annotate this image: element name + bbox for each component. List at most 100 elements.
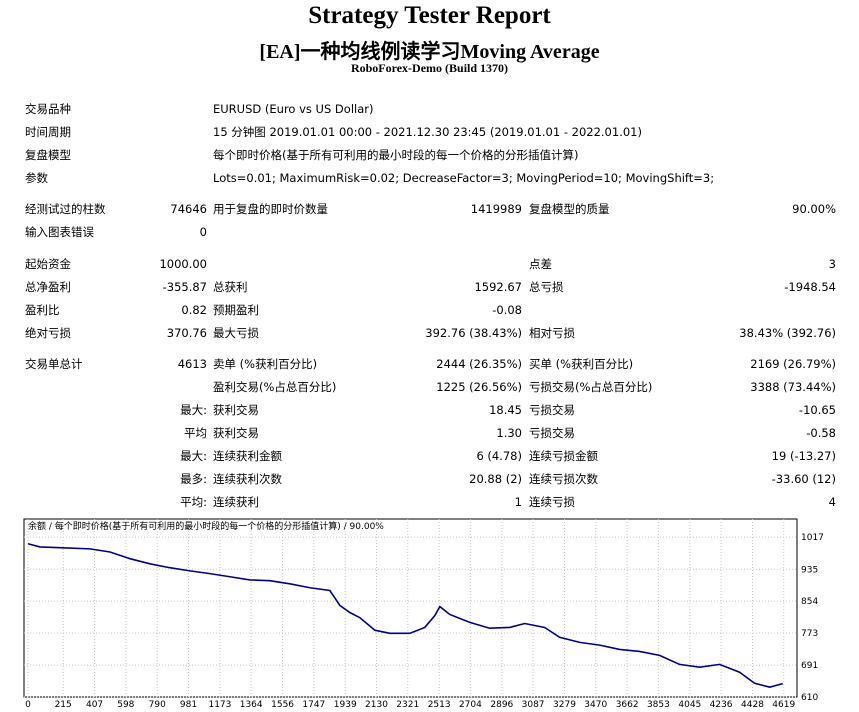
stat-label: 预期盈利 [213, 303, 259, 317]
stat-value: -1948.54 [784, 280, 836, 294]
stat-label: 连续亏损 [529, 495, 575, 509]
stat-label: 获利交易 [213, 403, 259, 417]
x-tick-label: 1364 [240, 700, 263, 710]
stat-value: 1419989 [470, 202, 522, 216]
x-tick-label: 3662 [616, 700, 639, 710]
stat-label: 买单 (%获利百分比) [529, 357, 634, 371]
stat-label: 盈利交易(%占总百分比) [213, 380, 337, 394]
stat-label: 起始资金 [25, 257, 71, 271]
setting-label: 复盘模型 [25, 148, 71, 162]
x-tick-label: 1747 [302, 700, 325, 710]
stat-label: 连续亏损金额 [529, 449, 598, 463]
stat-label: 盈利比 [25, 303, 60, 317]
x-tick-label: 215 [55, 700, 72, 710]
x-tick-label: 3087 [522, 700, 545, 710]
stat-label: 连续亏损次数 [529, 472, 598, 486]
stat-value: 19 (-13.27) [771, 449, 836, 463]
x-tick-label: 2321 [396, 700, 419, 710]
y-tick-label: 773 [801, 629, 818, 639]
stat-value: -33.60 (12) [771, 472, 836, 486]
y-tick-label: 1017 [801, 533, 824, 543]
stat-label: 总获利 [213, 280, 248, 294]
x-tick-label: 981 [180, 700, 197, 710]
stat-label: 总亏损 [529, 280, 564, 294]
stat-label: 复盘模型的质量 [529, 202, 610, 216]
setting-value: EURUSD (Euro vs US Dollar) [213, 102, 374, 116]
stat-label: 卖单 (%获利百分比) [213, 357, 318, 371]
stat-value: 0.82 [181, 303, 207, 317]
server-name: RoboForex-Demo (Build 1370) [350, 61, 509, 75]
balance-chart: 1017 935 854 773 691 610 0 215 407 598 790 981 1173 1… [23, 518, 824, 710]
stat-value: 370.76 [166, 326, 207, 340]
stat-value: 20.88 (2) [469, 472, 522, 486]
stat-label: 总净盈利 [25, 280, 71, 294]
setting-label: 时间周期 [25, 125, 71, 139]
stat-value: 1.30 [496, 426, 522, 440]
stat-value: 最大: [180, 449, 207, 463]
y-tick-label: 854 [801, 597, 818, 607]
stat-value: 0 [199, 225, 207, 239]
x-tick-label: 2513 [428, 700, 451, 710]
stat-label: 绝对亏损 [25, 326, 71, 340]
x-tick-label: 790 [149, 700, 166, 710]
x-tick-label: 3279 [553, 700, 576, 710]
x-tick-label: 2130 [365, 700, 388, 710]
x-tick-label: 407 [86, 700, 103, 710]
stat-label: 亏损交易(%占总百分比) [529, 380, 653, 394]
stat-value: 6 (4.78) [476, 449, 522, 463]
setting-value: 15 分钟图 2019.01.01 00:00 - 2021.12.30 23:… [213, 125, 642, 139]
stat-label: 输入图表错误 [25, 225, 94, 239]
y-tick-label: 935 [801, 565, 818, 575]
x-tick-label: 4236 [710, 700, 733, 710]
stat-value: 4613 [177, 357, 207, 371]
x-tick-label: 3470 [584, 700, 607, 710]
stat-value: -355.87 [162, 280, 207, 294]
setting-value: 每个即时价格(基于所有可利用的最小时段的每一个价格的分形插值计算) [213, 148, 579, 162]
stat-value: 392.76 (38.43%) [425, 326, 522, 340]
stat-value: 1000.00 [159, 257, 207, 271]
stat-label: 亏损交易 [529, 426, 575, 440]
setting-value: Lots=0.01; MaximumRisk=0.02; DecreaseFac… [213, 171, 715, 185]
stat-label: 经测试过的柱数 [25, 202, 106, 216]
stat-value: 1592.67 [474, 280, 522, 294]
stat-value: 2444 (26.35%) [436, 357, 522, 371]
report-title: Strategy Tester Report [308, 2, 551, 29]
stat-label: 点差 [529, 257, 552, 271]
x-tick-label: 598 [117, 700, 134, 710]
chart-title: 余额 / 每个即时价格(基于所有可利用的最小时段的每一个价格的分形插值计算) /… [28, 520, 384, 532]
stat-label: 亏损交易 [529, 403, 575, 417]
stat-label: 交易单总计 [25, 357, 83, 371]
x-tick-label: 1173 [208, 700, 231, 710]
stat-value: 最大: [180, 403, 207, 417]
stat-label: 用于复盘的即时价数量 [213, 202, 328, 216]
x-tick-label: 3853 [647, 700, 670, 710]
setting-label: 参数 [25, 171, 48, 185]
x-tick-label: 2896 [490, 700, 513, 710]
x-tick-label: 1556 [271, 700, 294, 710]
stat-value: 18.45 [489, 403, 522, 417]
stat-label: 最大亏损 [213, 326, 259, 340]
stat-value: -0.08 [492, 303, 522, 317]
stat-value: 3 [828, 257, 836, 271]
stat-value: 1 [514, 495, 522, 509]
stat-label: 相对亏损 [529, 326, 575, 340]
stat-value: 平均: [180, 495, 207, 509]
stat-value: 90.00% [792, 202, 836, 216]
y-tick-label: 610 [801, 693, 818, 703]
balance-line [27, 542, 783, 689]
stat-label: 获利交易 [213, 426, 259, 440]
stat-value: 4 [828, 495, 836, 509]
x-tick-label: 4428 [741, 700, 764, 710]
stat-value: 2169 (26.79%) [750, 357, 836, 371]
x-tick-label: 4045 [678, 700, 701, 710]
stat-value: 1225 (26.56%) [436, 380, 522, 394]
x-tick-label: 1939 [334, 700, 357, 710]
stat-value: -0.58 [806, 426, 836, 440]
stat-value: 最多: [180, 472, 207, 486]
x-tick-label: 4619 [772, 700, 795, 710]
stat-value: 平均 [184, 426, 207, 440]
x-tick-label: 0 [25, 700, 31, 710]
report-subtitle: [EA]一种均线例读学习Moving Average [259, 41, 600, 63]
chart-frame [23, 518, 798, 698]
